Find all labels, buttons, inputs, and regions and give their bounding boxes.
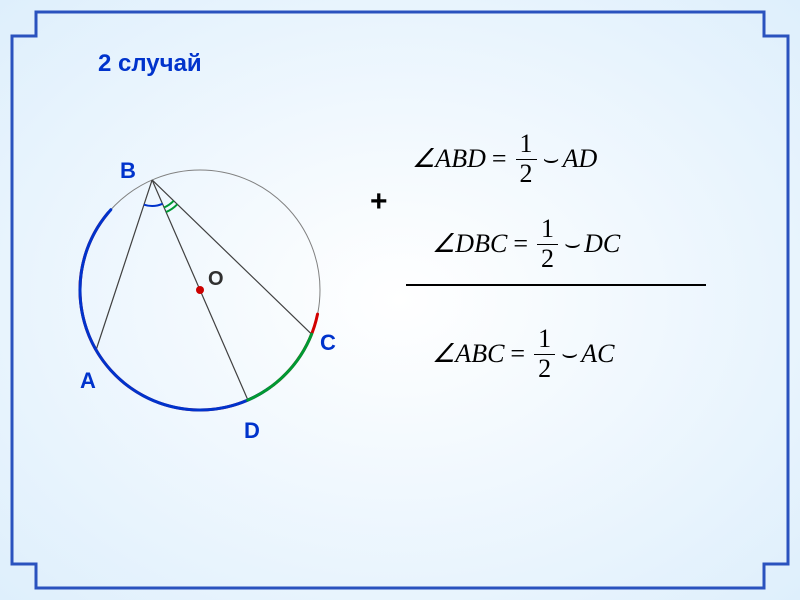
frac-num: 1 — [537, 215, 558, 245]
frac-den: 2 — [537, 245, 558, 274]
eq3-lhs: ∠ABC — [432, 339, 504, 369]
frac-den: 2 — [534, 355, 555, 384]
arc-symbol: ⌣ — [564, 229, 581, 260]
slide-frame: 2 случай B A C D O + ∠ABD = 1 2 ⌣ AD ∠DB… — [0, 0, 800, 600]
equation-abd: ∠ABD = 1 2 ⌣ AD — [412, 130, 597, 188]
eq1-lhs: ∠ABD — [412, 144, 486, 174]
eq3-rhs: AC — [581, 339, 614, 369]
fraction-half: 1 2 — [537, 215, 558, 273]
label-b: B — [120, 158, 136, 184]
summation-line — [406, 284, 706, 286]
label-d: D — [244, 418, 260, 444]
plus-sign: + — [370, 185, 388, 219]
center-point — [196, 286, 204, 294]
fraction-half: 1 2 — [516, 130, 537, 188]
stage-svg — [0, 0, 800, 600]
label-c: C — [320, 330, 336, 356]
eq2-rhs: DC — [584, 229, 620, 259]
background — [0, 0, 800, 600]
equation-dbc: ∠DBC = 1 2 ⌣ DC — [432, 215, 620, 273]
frac-num: 1 — [534, 325, 555, 355]
label-o: O — [208, 268, 224, 291]
eq2-lhs: ∠DBC — [432, 229, 507, 259]
equation-abc: ∠ABC = 1 2 ⌣ AC — [432, 325, 614, 383]
equals-sign: = — [510, 339, 525, 369]
frac-den: 2 — [516, 160, 537, 189]
equals-sign: = — [513, 229, 528, 259]
label-a: A — [80, 368, 96, 394]
arc-symbol: ⌣ — [561, 339, 578, 370]
frac-num: 1 — [516, 130, 537, 160]
equals-sign: = — [492, 144, 507, 174]
eq1-rhs: AD — [563, 144, 598, 174]
fraction-half: 1 2 — [534, 325, 555, 383]
case-title: 2 случай — [98, 50, 202, 78]
arc-symbol: ⌣ — [543, 144, 560, 175]
